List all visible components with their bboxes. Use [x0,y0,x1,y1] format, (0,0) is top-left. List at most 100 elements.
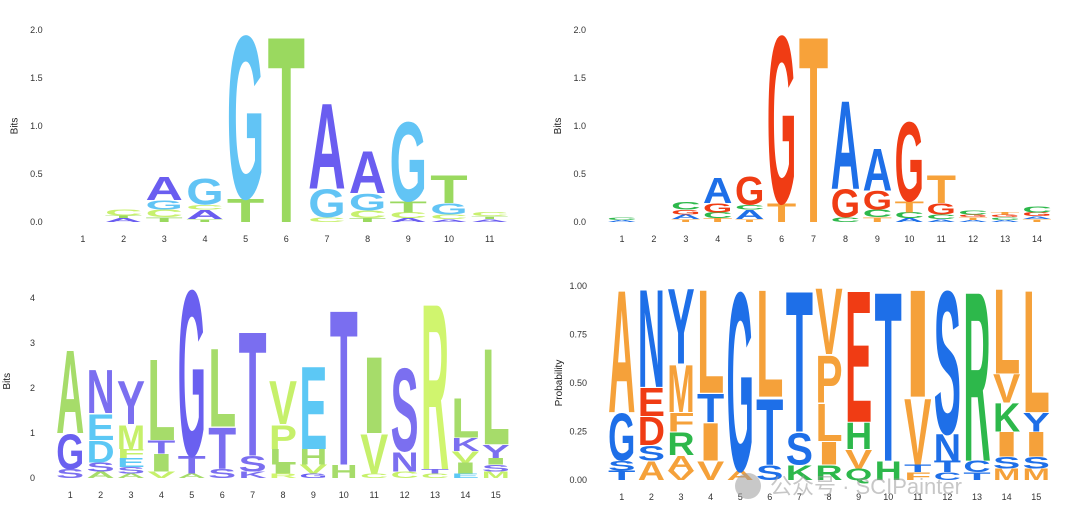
logo-letter: A [1022,215,1052,220]
logo-letter: S [756,460,783,485]
logo-letter: A [430,218,469,223]
logo-letter: F [117,447,146,461]
logo-letter: L [815,393,842,453]
logo-letter: T [608,468,638,483]
x-tick-label: 1 [68,490,73,500]
logo-letter: G [1022,212,1051,218]
logo-letter: C [990,216,1020,221]
logo-letter: Y [667,266,694,387]
logo-letter: E [117,456,145,470]
logo-letter: C [671,201,702,213]
x-tick-label: 9 [311,490,316,500]
watermark-icon [735,473,761,499]
y-axis-title: Bits [553,118,564,135]
logo-letter: T [471,215,517,220]
x-tick-label: 11 [913,492,922,502]
x-tick-label: 1 [619,492,624,502]
logo-letter: G [895,99,924,226]
logo-letter: F [904,471,933,483]
logo-letter: T [958,216,994,221]
logo-letter: S [934,249,961,477]
x-tick-label: 9 [856,492,861,502]
logo-letter: A [667,450,694,475]
y-tick-label: 2.0 [573,25,586,35]
logo-letter: S [87,460,115,474]
logo-letter: I [904,258,931,430]
logo-letter: T [963,471,992,483]
logo-letter: I [1023,426,1050,465]
x-tick-label: 9 [875,234,880,244]
y-tick-label: 0.75 [569,330,587,340]
x-tick-label: 1 [80,234,85,244]
logo-letter: I [482,457,510,467]
logo-letter: Y [482,441,511,462]
logo-letter: P [269,419,297,457]
x-tick-label: 8 [843,234,848,244]
logo-letter: A [958,219,989,223]
logo-letter: H [845,415,872,457]
x-tick-label: 5 [738,492,743,502]
x-tick-label: 5 [243,234,248,244]
logo-letter: C [1022,205,1052,214]
x-tick-label: 4 [708,492,713,502]
logo-letter: N [934,427,961,469]
logo-letter: S [117,466,145,476]
logo-letter: S [1023,454,1051,472]
logo-letter: N [87,357,115,427]
x-tick-label: 9 [406,234,411,244]
logo-letter: M [1023,466,1050,484]
x-tick-label: 7 [324,234,329,244]
logo-letter: A [608,254,635,450]
logo-letter: G [831,182,860,226]
y-tick-label: 3 [30,338,35,348]
x-tick-label: 4 [202,234,207,244]
logo-letter: C [963,458,991,476]
x-tick-label: 15 [1031,492,1041,502]
logo-letter: S [208,467,236,481]
logo-letter: I [815,435,842,471]
logo-letter: L [482,321,510,474]
y-tick-label: 4 [30,293,35,303]
y-tick-label: 0.0 [30,217,43,227]
y-tick-label: 0.25 [569,427,587,437]
logo-letter: G [186,171,223,213]
logo-letter: C [421,473,452,480]
logo-letter: V [299,463,329,477]
logo-letter: T [875,242,902,513]
x-tick-label: 6 [767,492,772,502]
logo-letter: C [607,216,637,221]
watermark-text: 公众号 · SCIPainter [770,474,962,499]
y-tick-label: 1.5 [573,73,586,83]
logo-letter: S [391,344,419,477]
logo-letter: T [863,217,892,224]
logo-letter: T [697,385,725,431]
logo-letter: T [703,218,739,224]
x-tick-label: 10 [339,490,349,500]
logo-letter: T [767,198,796,228]
logo-letter: A [117,473,148,480]
logo-letter: P [815,342,842,417]
logo-letter: E [638,379,665,425]
logo-letter: A [471,218,510,223]
logo-letter: I [451,461,479,478]
logo-letter: G [703,200,732,215]
logo-letter: M [667,352,694,427]
x-tick-label: 8 [280,490,285,500]
x-tick-label: 2 [98,490,103,500]
logo-letter: D [638,408,665,454]
logo-letter: A [990,219,1021,223]
logo-letter: C [471,212,510,218]
logo-letter: V [697,456,724,486]
logo-letter: L [697,260,724,425]
logo-letter: S [993,454,1021,472]
logo-letter: C [186,205,225,212]
logo-letter: T [146,217,183,224]
logo-letter: M [482,470,511,480]
x-tick-label: 3 [128,490,133,500]
logo-letter: V [269,368,297,438]
x-tick-label: 7 [811,234,816,244]
x-tick-label: 4 [715,234,720,244]
logo-letter: C [308,217,347,224]
